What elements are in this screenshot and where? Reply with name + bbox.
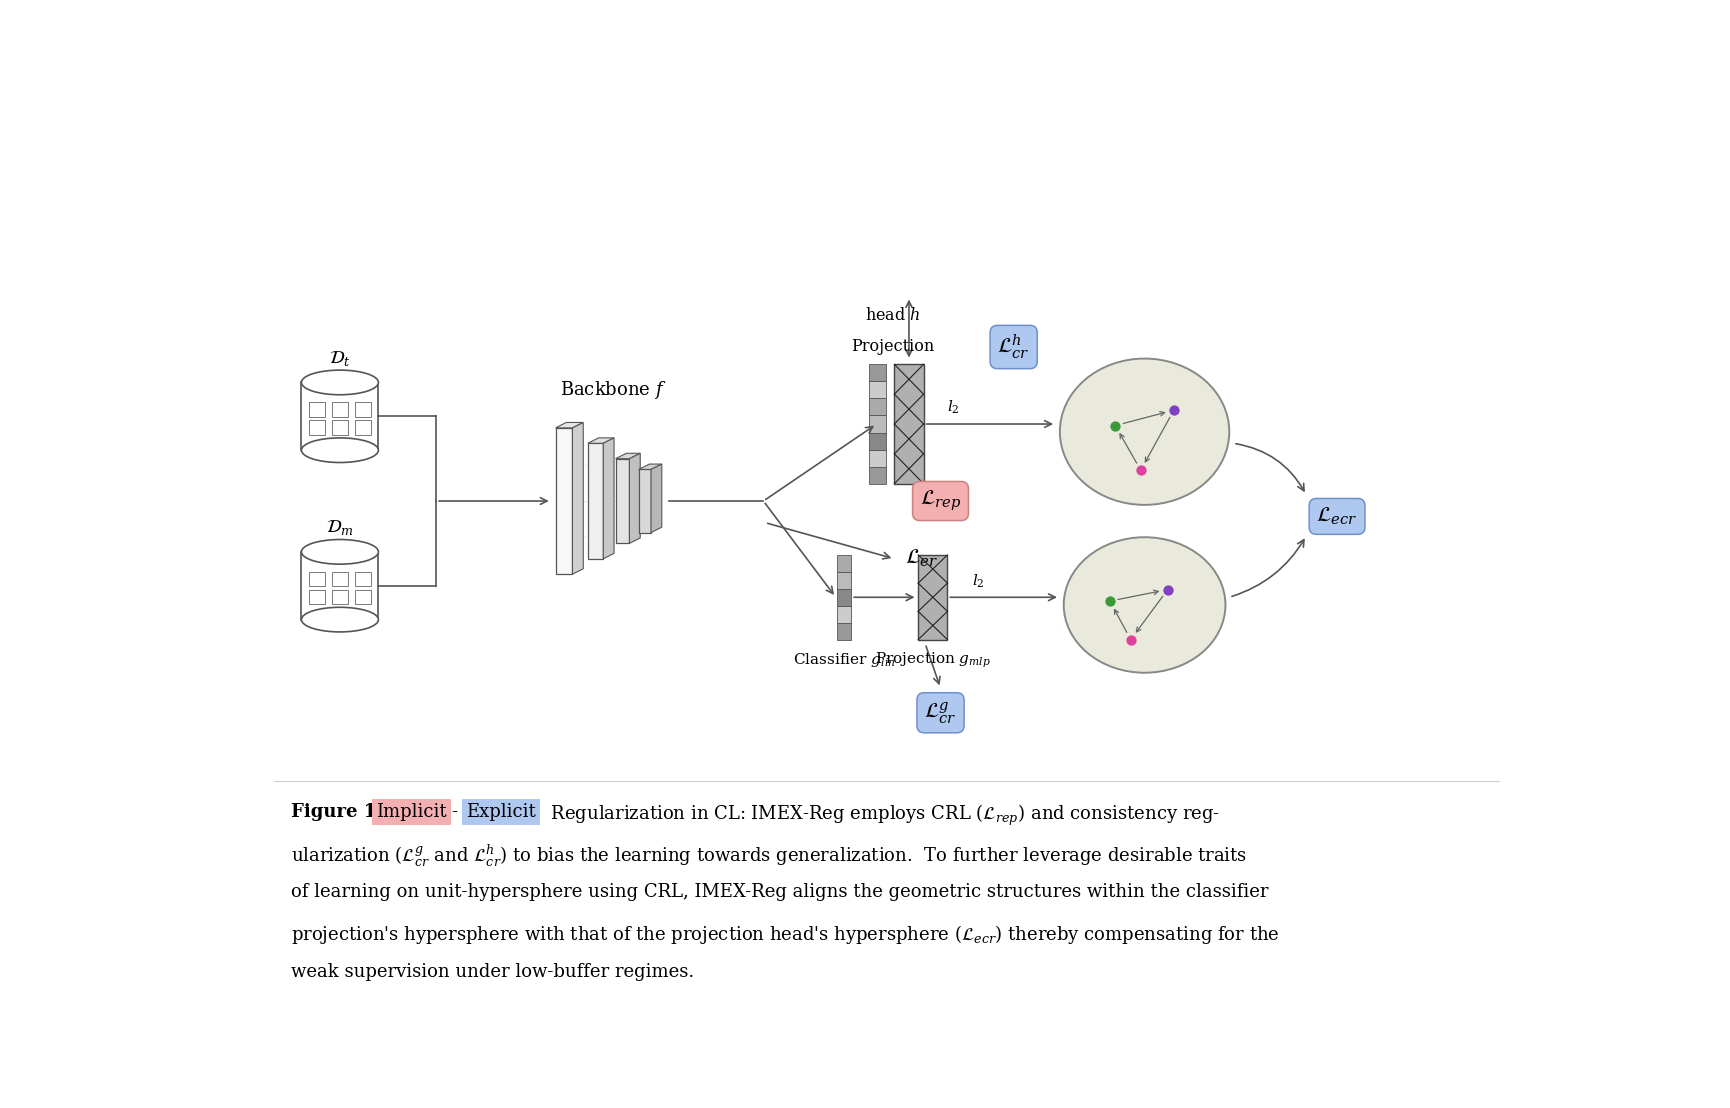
FancyBboxPatch shape [355, 572, 370, 586]
FancyBboxPatch shape [837, 606, 851, 623]
Text: weak supervision under low-buffer regimes.: weak supervision under low-buffer regime… [291, 963, 695, 981]
FancyBboxPatch shape [301, 382, 379, 450]
Text: -: - [452, 803, 457, 821]
Point [1126, 461, 1154, 479]
Text: Projection $g_{mlp}$: Projection $g_{mlp}$ [875, 652, 991, 670]
FancyBboxPatch shape [868, 432, 886, 450]
FancyBboxPatch shape [310, 420, 325, 435]
FancyBboxPatch shape [868, 399, 886, 416]
FancyBboxPatch shape [332, 420, 348, 435]
Polygon shape [638, 464, 663, 470]
Ellipse shape [301, 607, 379, 632]
Text: head $h$: head $h$ [865, 307, 920, 325]
Point [1102, 417, 1130, 434]
Ellipse shape [1060, 359, 1230, 505]
Text: $\mathcal{D}_t$: $\mathcal{D}_t$ [329, 349, 351, 368]
FancyBboxPatch shape [868, 450, 886, 466]
FancyBboxPatch shape [588, 443, 604, 558]
FancyBboxPatch shape [837, 623, 851, 639]
FancyBboxPatch shape [837, 572, 851, 588]
FancyBboxPatch shape [355, 589, 370, 604]
FancyBboxPatch shape [868, 365, 886, 381]
FancyBboxPatch shape [332, 402, 348, 417]
FancyBboxPatch shape [355, 402, 370, 417]
Text: Classifier $g_{lin}$: Classifier $g_{lin}$ [792, 652, 896, 669]
Text: Implicit: Implicit [375, 803, 446, 821]
FancyBboxPatch shape [837, 588, 851, 606]
Text: Regularization in CL: IMEX-Reg employs CRL ($\mathcal{L}_{rep}$) and consistency: Regularization in CL: IMEX-Reg employs C… [545, 803, 1220, 828]
FancyBboxPatch shape [894, 365, 924, 484]
Text: $\mathcal{L}^{g}_{cr}$: $\mathcal{L}^{g}_{cr}$ [924, 700, 957, 726]
Polygon shape [555, 422, 583, 428]
Text: $l_2$: $l_2$ [946, 399, 958, 417]
FancyBboxPatch shape [310, 572, 325, 586]
FancyBboxPatch shape [868, 381, 886, 399]
Ellipse shape [1064, 537, 1225, 673]
FancyBboxPatch shape [310, 402, 325, 417]
Text: Explicit: Explicit [465, 803, 536, 821]
FancyBboxPatch shape [616, 459, 630, 543]
Ellipse shape [301, 540, 379, 564]
FancyBboxPatch shape [638, 470, 650, 533]
Point [1118, 630, 1145, 648]
FancyBboxPatch shape [301, 552, 379, 619]
Polygon shape [588, 438, 614, 443]
Text: Figure 1:: Figure 1: [291, 803, 384, 821]
Polygon shape [573, 422, 583, 574]
FancyBboxPatch shape [868, 416, 886, 432]
Text: Backbone $f$: Backbone $f$ [561, 379, 666, 401]
FancyBboxPatch shape [332, 572, 348, 586]
Text: $\mathcal{L}_{rep}$: $\mathcal{L}_{rep}$ [920, 489, 962, 513]
Point [1097, 593, 1124, 611]
Ellipse shape [301, 438, 379, 462]
Text: of learning on unit-hypersphere using CRL, IMEX-Reg aligns the geometric structu: of learning on unit-hypersphere using CR… [291, 883, 1268, 901]
FancyBboxPatch shape [919, 555, 948, 639]
FancyBboxPatch shape [868, 466, 886, 484]
Text: $\mathcal{L}_{ecr}$: $\mathcal{L}_{ecr}$ [1317, 505, 1358, 527]
Polygon shape [604, 438, 614, 558]
Point [1154, 581, 1182, 598]
Text: Projection: Projection [851, 338, 934, 355]
Polygon shape [616, 453, 640, 459]
FancyBboxPatch shape [555, 428, 573, 574]
Text: $\mathcal{L}^{h}_{cr}$: $\mathcal{L}^{h}_{cr}$ [998, 332, 1029, 361]
Ellipse shape [301, 370, 379, 394]
FancyBboxPatch shape [837, 555, 851, 572]
FancyBboxPatch shape [310, 589, 325, 604]
Polygon shape [630, 453, 640, 543]
Point [1161, 401, 1189, 419]
Text: projection's hypersphere with that of the projection head's hypersphere ($\mathc: projection's hypersphere with that of th… [291, 923, 1280, 946]
FancyBboxPatch shape [355, 420, 370, 435]
Text: $l_2$: $l_2$ [972, 572, 984, 589]
FancyBboxPatch shape [332, 589, 348, 604]
Text: $\mathcal{L}_{er}$: $\mathcal{L}_{er}$ [905, 548, 938, 570]
Polygon shape [650, 464, 663, 533]
Text: ularization ($\mathcal{L}^{g}_{cr}$ and $\mathcal{L}^{h}_{cr}$) to bias the lear: ularization ($\mathcal{L}^{g}_{cr}$ and … [291, 843, 1247, 869]
Text: $\mathcal{D}_m$: $\mathcal{D}_m$ [325, 519, 353, 537]
